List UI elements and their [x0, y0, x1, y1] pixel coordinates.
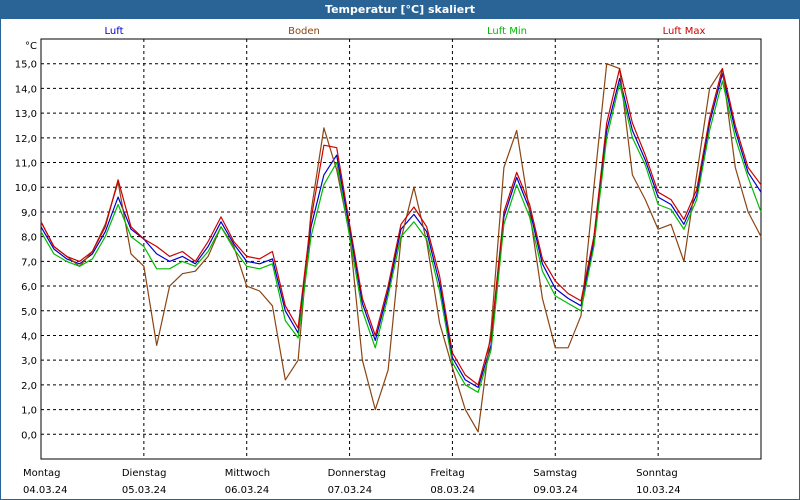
y-tick-label: 2,0 [21, 381, 37, 392]
legend-entry: Luft Max [663, 26, 706, 37]
y-tick-label: 1,0 [21, 406, 37, 417]
x-tick-day-label: Mittwoch [225, 468, 270, 479]
x-tick-day-label: Donnerstag [328, 468, 386, 479]
x-tick-date-label: 08.03.24 [430, 485, 475, 496]
legend-entry: Luft [105, 26, 124, 37]
y-tick-label: 14,0 [15, 84, 37, 95]
x-tick-day-label: Montag [23, 468, 60, 479]
y-tick-label: 7,0 [21, 257, 37, 268]
series-line [40, 72, 762, 388]
x-tick-date-label: 06.03.24 [225, 485, 270, 496]
y-tick-label: 3,0 [21, 356, 37, 367]
legend-entry: Boden [288, 26, 320, 37]
series-line [40, 80, 762, 393]
y-tick-label: 13,0 [15, 109, 37, 120]
y-tick-label: 4,0 [21, 331, 37, 342]
x-tick-date-label: 07.03.24 [328, 485, 373, 496]
x-tick-date-label: 05.03.24 [122, 485, 167, 496]
x-tick-day-label: Samstag [533, 468, 577, 479]
plot-area [40, 38, 762, 460]
y-tick-label: 11,0 [15, 159, 37, 170]
y-tick-label: 6,0 [21, 282, 37, 293]
y-tick-label: 5,0 [21, 307, 37, 318]
x-tick-day-label: Sonntag [636, 468, 678, 479]
y-tick-label: 10,0 [15, 183, 37, 194]
x-tick-day-label: Dienstag [122, 468, 167, 479]
y-tick-label: 0,0 [21, 430, 37, 441]
series-line [40, 67, 762, 386]
x-tick-date-label: 10.03.24 [636, 485, 681, 496]
x-tick-day-label: Freitag [430, 468, 464, 479]
y-tick-label: 8,0 [21, 233, 37, 244]
y-axis-label: °C [25, 41, 37, 52]
y-tick-label: 12,0 [15, 134, 37, 145]
y-tick-label: 9,0 [21, 208, 37, 219]
x-tick-date-label: 04.03.24 [23, 485, 68, 496]
legend-entry: Luft Min [487, 26, 527, 37]
chart-title: Temperatur [°C] skaliert [1, 1, 799, 19]
x-tick-date-label: 09.03.24 [533, 485, 578, 496]
y-tick-label: 15,0 [15, 60, 37, 71]
